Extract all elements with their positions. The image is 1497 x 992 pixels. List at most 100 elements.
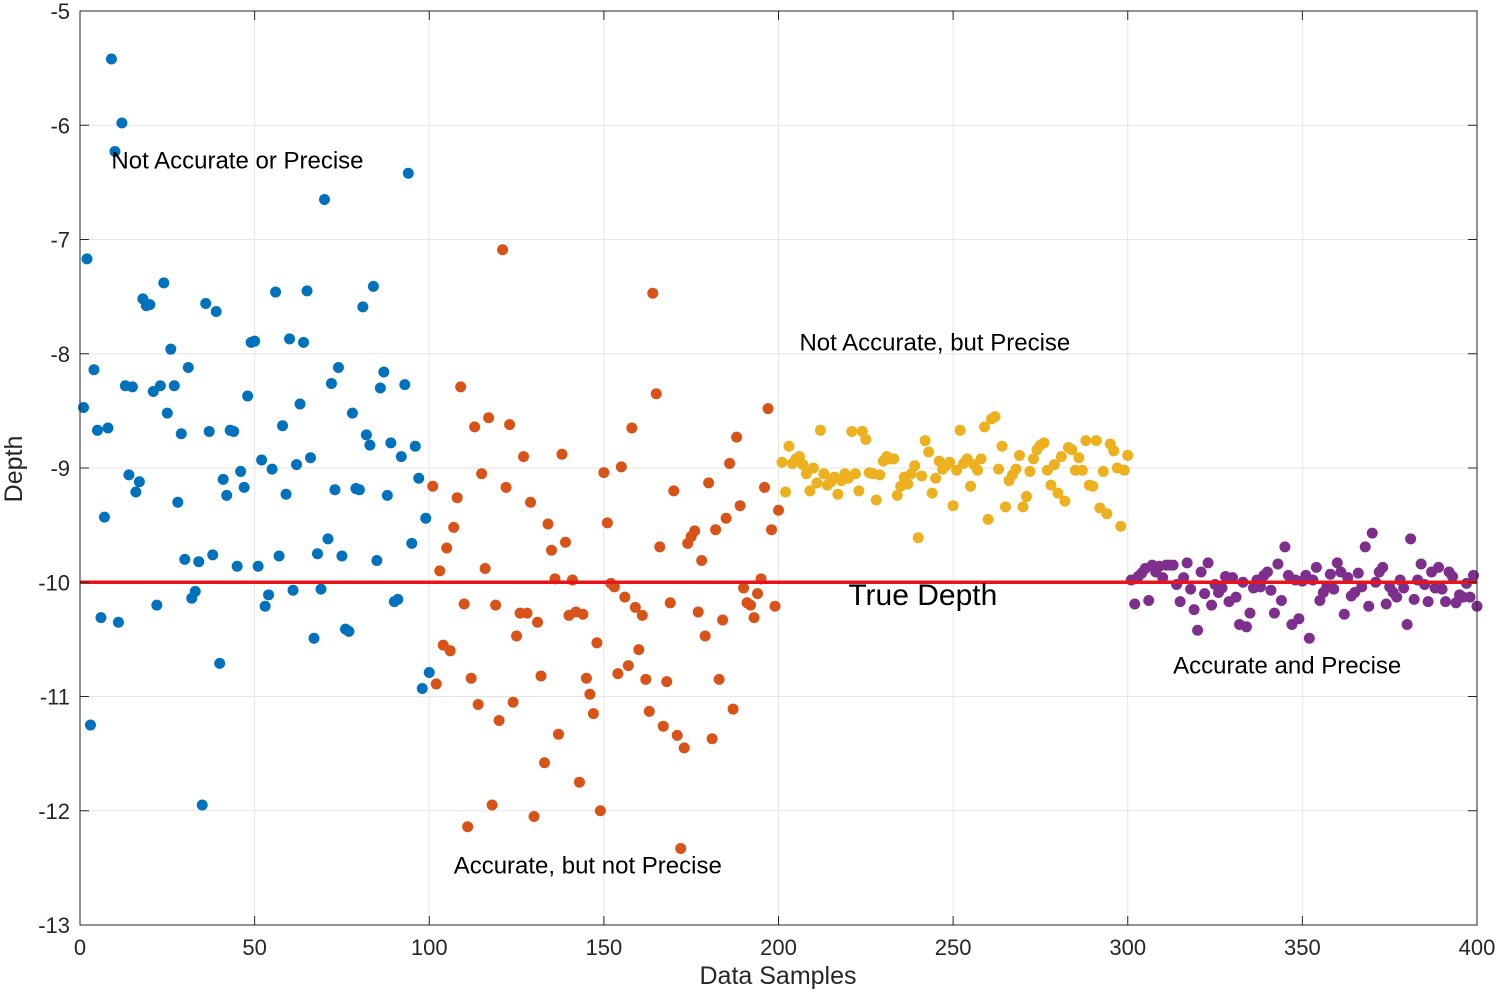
scatter-point: [214, 657, 226, 669]
scatter-point: [1272, 558, 1284, 570]
scatter-point: [912, 532, 924, 544]
scatter-point: [643, 705, 655, 717]
scatter-point: [399, 379, 411, 391]
scatter-point: [444, 645, 456, 657]
scatter-point: [916, 470, 928, 482]
scatter-point: [1324, 568, 1336, 580]
scatter-point: [301, 285, 313, 297]
scatter-point: [1328, 583, 1340, 595]
scatter-point: [406, 537, 418, 549]
scatter-point: [291, 459, 303, 471]
scatter-point: [1178, 572, 1190, 584]
scatter-point: [811, 477, 823, 489]
scatter-point: [77, 401, 89, 413]
scatter-point: [773, 504, 784, 516]
scatter-point: [318, 194, 330, 206]
scatter-point: [154, 380, 166, 392]
scatter-point: [608, 581, 620, 593]
scatter-point: [615, 461, 627, 473]
scatter-point: [766, 524, 778, 536]
scatter-point: [357, 301, 369, 313]
scatter-point: [598, 467, 610, 479]
scatter-point: [231, 560, 243, 572]
x-tick-label: 200: [760, 935, 797, 960]
scatter-point: [1167, 559, 1179, 571]
scatter-point: [678, 742, 690, 754]
scatter-point: [954, 424, 966, 436]
scatter-point: [699, 630, 711, 642]
scatter-point: [518, 451, 530, 463]
scatter-point: [413, 472, 425, 484]
scatter-point: [1087, 480, 1099, 492]
scatter-point: [979, 421, 991, 433]
scatter-point: [1020, 491, 1032, 503]
scatter-point: [1464, 591, 1476, 603]
scatter-point: [311, 548, 323, 560]
scatter-point: [504, 419, 516, 431]
scatter-point: [165, 343, 177, 355]
scatter-point: [228, 425, 240, 437]
scatter-point: [1240, 621, 1252, 633]
scatter-point: [909, 460, 921, 472]
scatter-point: [601, 517, 613, 529]
scatter-point: [175, 428, 187, 440]
scatter-point: [947, 500, 959, 512]
scatter-point: [525, 496, 537, 508]
scatter-point: [612, 668, 624, 680]
scatter-point: [305, 452, 316, 464]
scatter-point: [249, 335, 261, 347]
scatter-point: [1122, 449, 1134, 461]
scatter-point: [1097, 465, 1109, 477]
scatter-point: [584, 688, 596, 700]
y-tick-label: -13: [38, 913, 70, 938]
scatter-point: [734, 500, 746, 512]
scatter-point: [996, 440, 1008, 452]
scatter-point: [919, 435, 931, 447]
scatter-point: [1199, 588, 1211, 600]
scatter-point: [210, 305, 222, 317]
scatter-point: [479, 563, 491, 575]
scatter-point: [706, 733, 718, 745]
x-tick-label: 100: [411, 935, 448, 960]
scatter-point: [84, 719, 96, 731]
scatter-point: [287, 584, 299, 596]
scatter-point: [298, 336, 310, 348]
scatter-point: [779, 486, 791, 498]
x-tick-label: 350: [1284, 935, 1321, 960]
scatter-point: [1268, 607, 1280, 619]
scatter-point: [203, 425, 215, 437]
scatter-point: [1206, 599, 1218, 611]
scatter-point: [378, 366, 390, 378]
scatter-point: [238, 481, 250, 493]
scatter-point: [235, 465, 247, 477]
scatter-point: [626, 422, 638, 434]
scatter-point: [284, 333, 296, 345]
scatter-point: [1174, 596, 1186, 608]
scatter-point: [923, 446, 935, 458]
scatter-point: [580, 672, 592, 684]
scatter-point: [353, 484, 365, 496]
annotations-layer: Not Accurate or Precise Not Accurate, but…: [111, 148, 1401, 880]
scatter-point: [1192, 624, 1204, 636]
scatter-point: [717, 614, 729, 626]
scatter-point: [797, 459, 809, 471]
scatter-point: [556, 448, 568, 460]
y-tick-label: -9: [50, 456, 70, 481]
scatter-point: [664, 597, 676, 609]
scatter-point: [385, 437, 397, 449]
scatter-point: [689, 525, 701, 537]
scatter-point: [1447, 571, 1459, 583]
y-tick-label: -10: [38, 570, 70, 595]
scatter-point: [1115, 520, 1127, 532]
scatter-point: [507, 696, 519, 708]
scatter-point: [1440, 596, 1452, 608]
x-tick-label: 400: [1459, 935, 1496, 960]
scatter-point: [762, 403, 774, 415]
scatter-point: [172, 496, 184, 508]
scatter-point: [1244, 607, 1256, 619]
scatter-point: [1059, 495, 1071, 507]
scatter-point: [542, 518, 554, 530]
scatter-point: [532, 616, 544, 628]
